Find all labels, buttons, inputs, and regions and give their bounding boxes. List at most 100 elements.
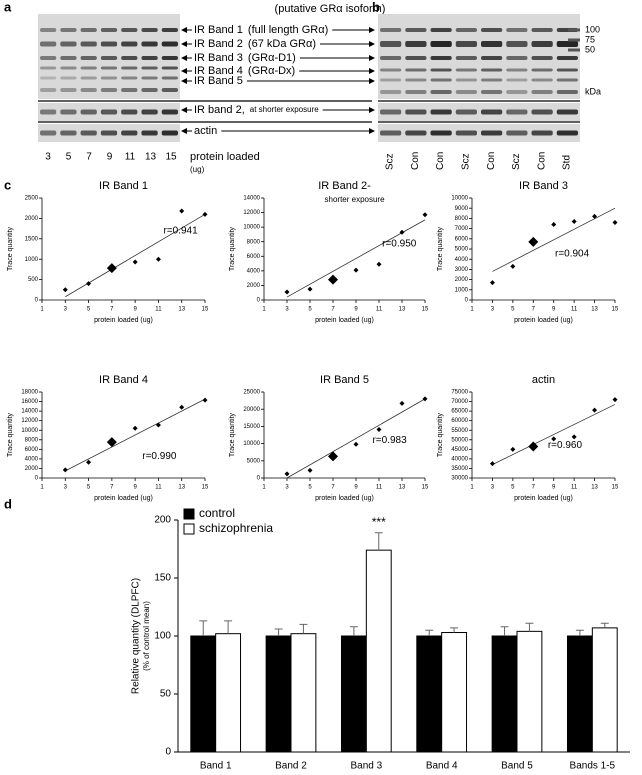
blot-band: [481, 109, 503, 115]
chart-title: IR Band 3: [519, 180, 568, 192]
y-tick-label: 0: [465, 298, 469, 304]
y-tick-label: 50000: [451, 437, 468, 443]
data-point: [202, 211, 208, 217]
x-tick-label: 3: [285, 485, 289, 491]
data-point: [86, 281, 92, 287]
blot-band: [430, 90, 452, 94]
y-axis-label: Trace quantity: [7, 226, 14, 271]
data-point: [179, 404, 185, 410]
error-bar: [425, 629, 434, 636]
lane-label: Std: [562, 155, 573, 170]
blot-band: [556, 109, 578, 115]
blot-band: [161, 130, 178, 136]
lane-label: 9: [107, 152, 113, 163]
x-tick-label: Bands 1-5: [570, 761, 616, 772]
x-tick-label: 7: [110, 485, 114, 491]
legend-swatch: [183, 523, 195, 535]
blot-band: [531, 68, 553, 72]
bar: [416, 635, 443, 753]
blot-band: [380, 90, 402, 94]
bar: [491, 635, 518, 753]
bar: [591, 627, 618, 753]
y-tick-label: 12000: [21, 418, 38, 424]
data-point: [307, 467, 313, 473]
y-tick-label: 2500: [25, 196, 39, 202]
x-tick-label: 5: [87, 307, 91, 313]
blot-band: [100, 56, 118, 60]
blot-band: [121, 66, 138, 70]
lane-label: Con: [536, 152, 547, 170]
blot-band: [40, 130, 57, 136]
y-tick-label: 6000: [25, 447, 39, 453]
x-axis-label: protein loaded (ug): [315, 317, 374, 324]
data-point: [284, 289, 290, 295]
y-tick-label: 8000: [247, 239, 261, 245]
legend-label: schizophrenia: [199, 521, 273, 535]
blot-band: [430, 109, 452, 115]
x-tick-label: 13: [399, 307, 406, 313]
blot-band: [455, 109, 477, 115]
x-tick-label: 3: [491, 307, 495, 313]
data-point: [62, 467, 68, 473]
data-point: [86, 459, 92, 465]
y-tick-label: 20000: [243, 407, 260, 413]
x-tick-label: 11: [155, 485, 162, 491]
blot-band: [100, 76, 118, 80]
lane-label: 7: [86, 152, 92, 163]
y-axis-label: Trace quantity: [437, 412, 444, 457]
blot-band: [161, 88, 178, 92]
x-tick-label: 9: [133, 485, 137, 491]
blot-band: [121, 76, 138, 80]
lane-label: Scz: [511, 153, 522, 170]
blot-band: [60, 28, 77, 32]
correlation-label: r=0.941: [163, 225, 198, 236]
data-point: [422, 396, 428, 402]
blot-band: [40, 41, 57, 47]
x-tick-label: 3: [491, 485, 495, 491]
blot-band: [40, 109, 57, 115]
trendline: [492, 207, 616, 272]
error-bar: [274, 628, 283, 636]
x-axis-label: protein loaded (ug): [514, 495, 573, 502]
correlation-label: r=0.950: [382, 239, 417, 250]
y-tick-label: 35000: [451, 466, 468, 472]
x-axis-label: protein loaded (ug): [514, 317, 573, 324]
x-tick-label: 5: [308, 485, 312, 491]
panel-label: d: [4, 496, 12, 511]
blot-band: [100, 130, 118, 136]
blot-band: [40, 66, 57, 70]
bar: [365, 549, 392, 753]
trendline: [286, 219, 426, 298]
bar: [516, 630, 543, 753]
chart-title: IR Band 5: [320, 374, 369, 386]
lane-label: 5: [66, 152, 72, 163]
y-tick-label: 1000: [455, 287, 469, 293]
blot-band: [430, 28, 452, 32]
blot-band: [556, 56, 578, 60]
blot-band: [141, 41, 158, 47]
x-tick-label: 3: [64, 485, 68, 491]
x-tick-label: 15: [202, 485, 209, 491]
blot-band: [531, 28, 553, 32]
data-point: [62, 287, 68, 293]
x-tick-label: Band 5: [501, 761, 533, 772]
lane-label: Con: [410, 152, 421, 170]
y-tick-label: 2000: [25, 466, 39, 472]
band-label: IR band 2,: [194, 104, 245, 116]
x-tick-label: 15: [202, 307, 209, 313]
bar: [265, 635, 292, 753]
y-tick-label: 1500: [25, 236, 39, 242]
blot-background: [378, 124, 580, 142]
data-point: [528, 441, 539, 452]
x-tick-label: 11: [571, 485, 578, 491]
y-tick-label: 15000: [243, 424, 260, 430]
blot-band: [60, 76, 77, 80]
y-tick-label: 0: [165, 747, 171, 758]
y-tick-label: 30000: [451, 476, 468, 482]
blot-band: [60, 66, 77, 70]
data-point: [155, 422, 161, 428]
bar: [290, 633, 317, 753]
band-note: (GRα-D1): [248, 52, 296, 64]
data-point: [328, 274, 338, 285]
blot-title: (putative GRα isoform): [275, 3, 386, 15]
